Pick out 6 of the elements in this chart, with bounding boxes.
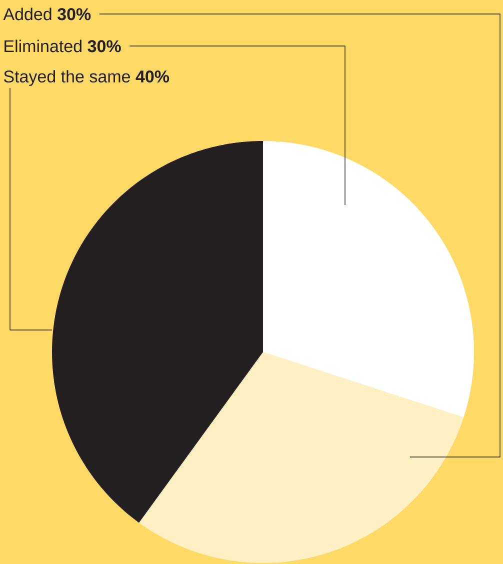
data-label: 30% [88, 40, 121, 52]
slice-label: Added [3, 8, 52, 20]
data-label: 30% [57, 8, 91, 20]
slice-label: Eliminated [4, 40, 82, 52]
data-label: 40% [136, 70, 170, 83]
slice-label: Stayed the same [4, 70, 130, 86]
